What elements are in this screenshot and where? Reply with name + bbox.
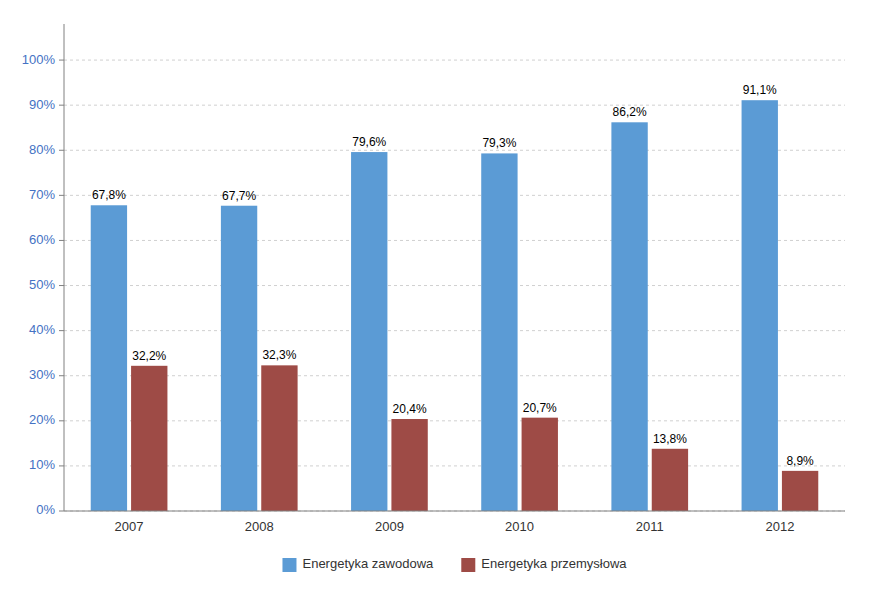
bar <box>481 153 517 511</box>
y-tick <box>59 195 64 196</box>
bar <box>782 471 818 511</box>
grid-line <box>64 375 845 376</box>
bar <box>742 100 778 511</box>
grid-line <box>64 330 845 331</box>
data-label: 20,4% <box>393 402 427 416</box>
y-tick-label: 70% <box>29 187 55 202</box>
bar <box>522 418 558 511</box>
y-tick-label: 80% <box>29 142 55 157</box>
y-tick <box>59 330 64 331</box>
chart-container: 0%10%20%30%40%50%60%70%80%90%100%67,8%67… <box>0 0 869 597</box>
data-label: 32,3% <box>262 348 296 362</box>
y-tick <box>59 150 64 151</box>
x-tick-label: 2010 <box>505 519 534 534</box>
data-label: 20,7% <box>523 401 557 415</box>
data-labels: 67,8% 67,7% 79,6% 79,3% 86,2% 91,1% 32,2% 32,3%… <box>92 83 814 468</box>
y-tick-label: 10% <box>29 457 55 472</box>
x-axis: 2007 2008 2009 2010 2011 2012 <box>64 511 845 534</box>
grid-line <box>64 240 845 241</box>
y-tick <box>59 465 64 466</box>
legend-swatch <box>282 558 296 572</box>
grid-line <box>64 420 845 421</box>
bar <box>91 205 127 511</box>
bars <box>91 100 819 511</box>
y-tick <box>59 511 64 512</box>
y-tick-label: 0% <box>36 502 55 517</box>
bar <box>611 122 647 511</box>
grid-line <box>64 150 845 151</box>
page: {"chart_data": {"type": "bar", "categori… <box>0 0 869 597</box>
legend-item: Energetyka zawodowa <box>282 556 434 572</box>
y-tick <box>59 240 64 241</box>
y-tick <box>59 420 64 421</box>
data-label: 79,3% <box>482 136 516 150</box>
data-label: 67,7% <box>222 189 256 203</box>
y-tick <box>59 105 64 106</box>
bar <box>351 152 387 511</box>
x-tick-label: 2011 <box>636 519 664 534</box>
grid-line <box>64 465 845 466</box>
bar <box>261 365 297 511</box>
y-axis-line <box>64 24 65 511</box>
legend-label: Energetyka zawodowa <box>302 556 434 571</box>
grid-line <box>64 511 845 512</box>
data-label: 8,9% <box>786 454 814 468</box>
grid-line <box>64 285 845 286</box>
bar <box>391 419 427 511</box>
legend-item: Energetyka przemysłowa <box>461 556 627 572</box>
y-tick <box>59 285 64 286</box>
y-axis: 0% 10% 20% 30% 40% 50% 60% 70% 80% 90% 100% <box>22 24 64 517</box>
legend-label: Energetyka przemysłowa <box>481 556 627 571</box>
x-tick-label: 2008 <box>245 519 274 534</box>
x-axis-line <box>64 511 845 512</box>
grid-line <box>64 105 845 106</box>
grid-line <box>64 195 845 196</box>
y-tick <box>59 375 64 376</box>
legend: Energetyka zawodowa Energetyka przemysłow… <box>282 556 627 572</box>
data-label: 79,6% <box>352 135 386 149</box>
y-tick-label: 40% <box>29 322 55 337</box>
data-label: 13,8% <box>653 432 687 446</box>
y-tick-label: 60% <box>29 232 55 247</box>
y-tick-label: 90% <box>29 97 55 112</box>
data-label: 32,2% <box>132 349 166 363</box>
x-tick-label: 2009 <box>375 519 404 534</box>
y-tick-label: 50% <box>29 277 55 292</box>
grid <box>64 60 845 511</box>
data-label: 91,1% <box>743 83 777 97</box>
y-tick-label: 100% <box>22 52 56 67</box>
y-tick-label: 30% <box>29 367 55 382</box>
chart: 0%10%20%30%40%50%60%70%80%90%100%67,8%67… <box>0 0 869 597</box>
x-tick-label: 2007 <box>115 519 144 534</box>
legend-swatch <box>461 558 475 572</box>
y-tick <box>59 60 64 61</box>
bar <box>652 449 688 511</box>
x-tick-label: 2012 <box>765 519 794 534</box>
data-label: 67,8% <box>92 188 126 202</box>
data-label: 86,2% <box>613 105 647 119</box>
bar <box>131 366 167 511</box>
y-tick-label: 20% <box>29 412 55 427</box>
grid-line <box>64 60 845 61</box>
bar <box>221 206 257 511</box>
